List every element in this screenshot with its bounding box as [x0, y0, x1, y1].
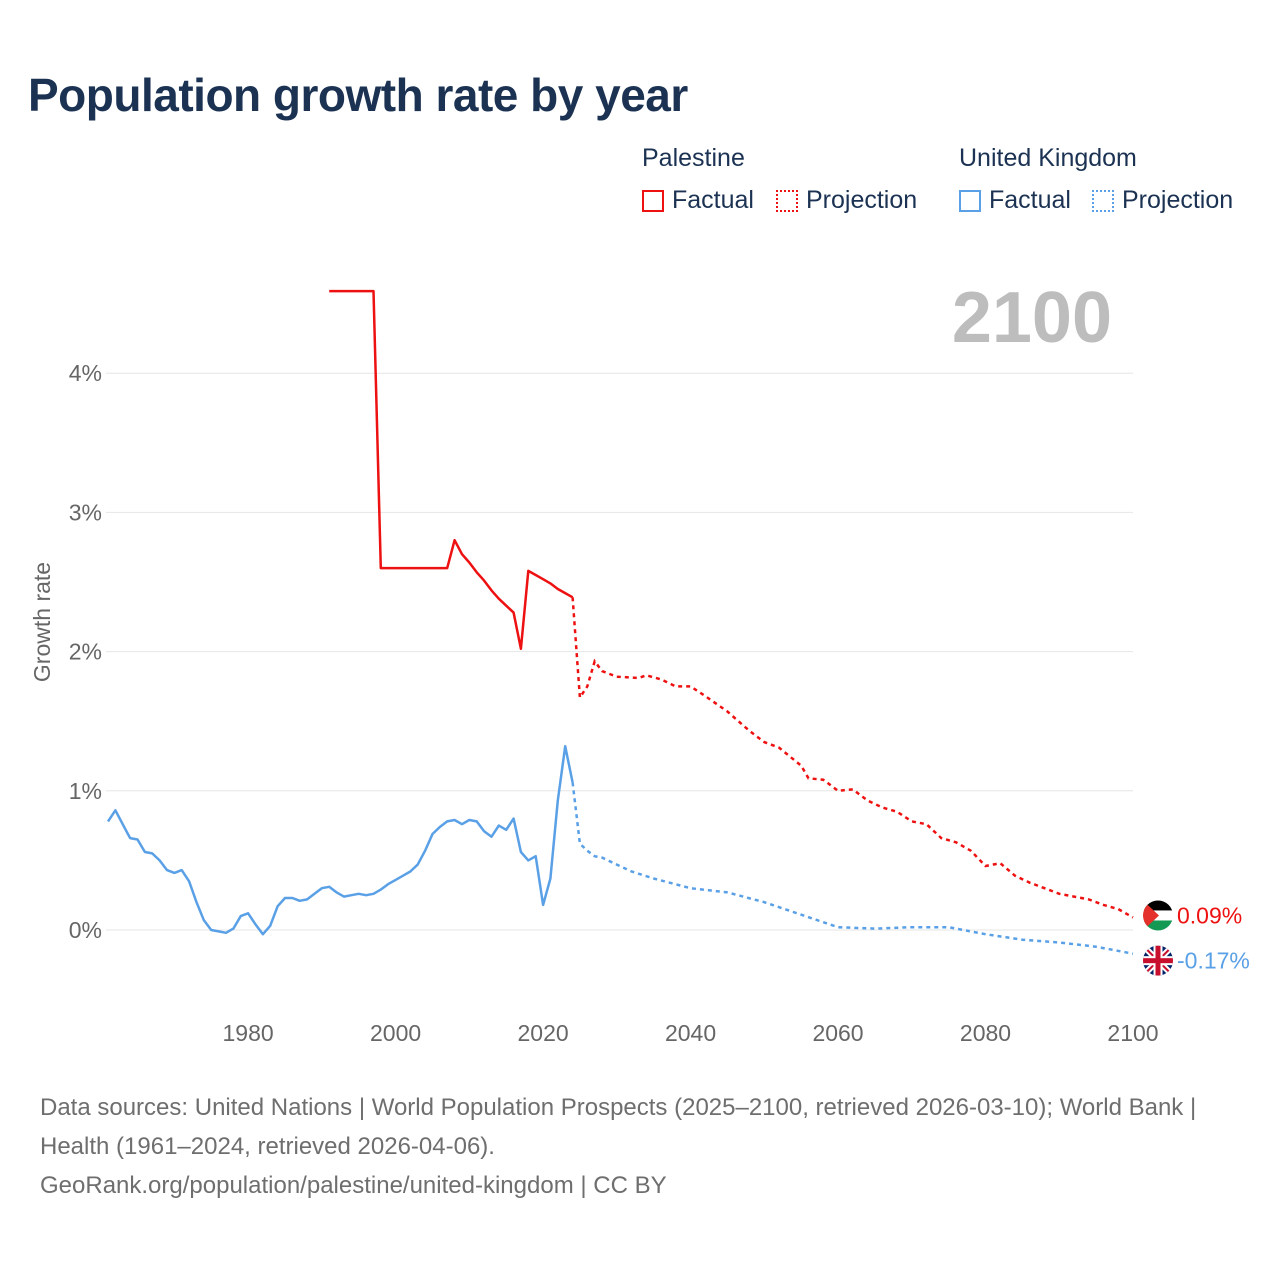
y-tick-label: 1% [69, 778, 102, 804]
chart-title: Population growth rate by year [28, 69, 688, 121]
palestine-flag-icon [1143, 900, 1173, 931]
legend-group-palestine: Palestine [642, 144, 745, 172]
y-axis-label: Growth rate [29, 562, 55, 682]
data-sources: Data sources: United Nations | World Pop… [40, 1094, 1197, 1160]
y-tick-label: 0% [69, 917, 102, 943]
uk-projection-line [571, 782, 1134, 955]
legend-swatch-dotted [776, 189, 798, 212]
legend-uk-projection[interactable]: Projection [1092, 186, 1233, 215]
legend-label: Projection [1122, 186, 1234, 214]
legend-swatch-solid [959, 189, 981, 212]
flag-body [1143, 900, 1173, 931]
year-label: 2100 [952, 278, 1112, 358]
y-tick-label: 4% [69, 360, 102, 386]
x-tick-label: 2060 [812, 1020, 863, 1046]
y-tick-label: 3% [69, 499, 102, 525]
legend-swatch-solid [642, 189, 664, 212]
palestine-projection-line [571, 597, 1134, 919]
legend-uk-factual[interactable]: Factual [959, 186, 1071, 215]
source-link[interactable]: GeoRank.org/population/palestine/united-… [40, 1172, 667, 1199]
stripe-green [1143, 920, 1173, 931]
triangle-red [1143, 900, 1159, 931]
cross-red-v [1155, 945, 1161, 976]
x-tick-label: 2000 [370, 1020, 421, 1046]
uk-factual-line [106, 745, 574, 936]
footer: Data sources: United Nations | World Pop… [40, 1088, 1240, 1205]
x-tick-label: 2100 [1107, 1020, 1158, 1046]
y-tick-label: 2% [69, 639, 102, 665]
end-value-label: -0.17% [1177, 948, 1250, 974]
legend-label: Factual [672, 186, 754, 214]
x-tick-label: 2040 [665, 1020, 716, 1046]
flag-body [1143, 945, 1173, 976]
palestine-factual-line [329, 289, 574, 651]
legend-swatch-dotted [1092, 189, 1114, 212]
stripe-black [1143, 900, 1173, 911]
x-tick-label: 1980 [223, 1020, 274, 1046]
legend-group-uk: United Kingdom [959, 144, 1137, 172]
legend-label: Projection [806, 186, 918, 214]
legend-palestine-factual[interactable]: Factual [642, 186, 754, 215]
x-tick-label: 2080 [960, 1020, 1011, 1046]
legend-palestine-projection[interactable]: Projection [776, 186, 917, 215]
end-value-label: 0.09% [1177, 902, 1242, 928]
legend-label: Factual [989, 186, 1071, 214]
x-tick-label: 2020 [517, 1020, 568, 1046]
uk-flag-icon [1143, 945, 1173, 976]
